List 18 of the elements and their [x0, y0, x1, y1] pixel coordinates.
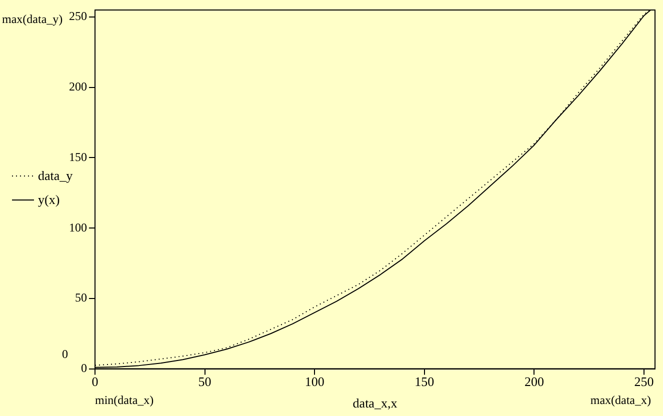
text: min(data_x) [95, 393, 154, 408]
x-tick-label: 50 [198, 374, 212, 390]
y-tick-label: 250 [69, 9, 87, 24]
x-axis-title: data_x,x [352, 396, 398, 411]
y-tick-label: 50 [75, 290, 87, 305]
x-tick-label: 200 [524, 374, 544, 390]
x-tick-label: 100 [304, 374, 324, 390]
y-tick-label: 150 [69, 150, 87, 164]
y-tick-label: 200 [69, 80, 87, 94]
x-tick-label: 150 [414, 374, 434, 390]
y-tick-label: 100 [69, 220, 87, 234]
legend-label: y(x) [38, 192, 60, 208]
text: max(data_y) [2, 12, 63, 26]
y-tick-label: 0 [81, 360, 87, 375]
x-tick-label: 0 [92, 374, 98, 390]
x-tick-label: 250 [634, 374, 654, 390]
legend-label: data_y [38, 168, 73, 184]
text: max(data_x) [590, 393, 651, 408]
